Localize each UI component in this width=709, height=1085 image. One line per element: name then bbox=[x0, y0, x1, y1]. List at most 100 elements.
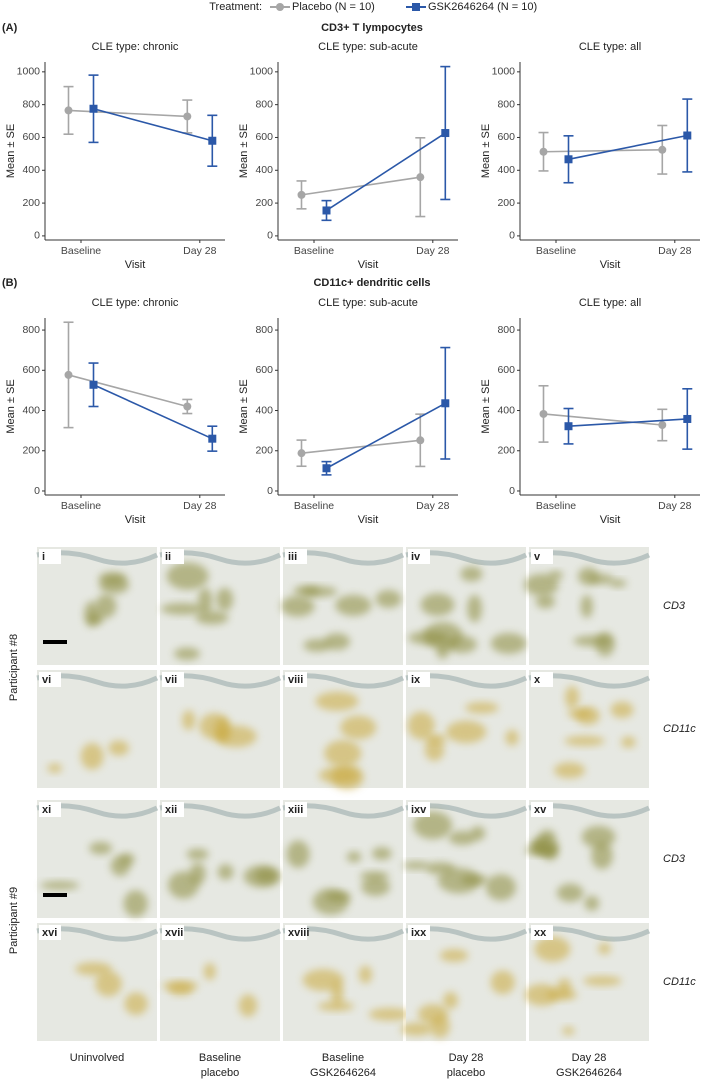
label-box bbox=[408, 925, 430, 940]
micrograph: xi bbox=[36, 800, 159, 918]
y-tick-label: 800 bbox=[497, 324, 515, 336]
stain bbox=[95, 594, 117, 618]
stain bbox=[286, 840, 310, 868]
stain bbox=[195, 610, 229, 625]
stain bbox=[160, 602, 204, 615]
label-box bbox=[408, 802, 430, 817]
stain bbox=[584, 895, 600, 911]
series-line bbox=[543, 148, 663, 153]
y-tick-label: 800 bbox=[255, 98, 273, 110]
x-axis-label: Visit bbox=[600, 514, 621, 526]
stain bbox=[562, 1026, 575, 1036]
panel-label: xiii bbox=[288, 804, 303, 816]
stain bbox=[408, 631, 449, 645]
legend-title: Treatment: bbox=[209, 1, 262, 13]
stain bbox=[124, 992, 148, 1016]
stain bbox=[361, 877, 391, 896]
stain bbox=[324, 740, 362, 767]
y-tick-label: 800 bbox=[255, 324, 273, 336]
label-box bbox=[531, 925, 553, 940]
marker bbox=[683, 414, 692, 423]
y-tick-label: 800 bbox=[22, 98, 40, 110]
marker bbox=[412, 3, 420, 11]
chart-title: CLE type: chronic bbox=[92, 41, 179, 53]
marker bbox=[441, 399, 450, 408]
panel-label: xviii bbox=[288, 927, 309, 939]
series-line bbox=[68, 374, 188, 408]
stain bbox=[346, 851, 362, 863]
stain bbox=[371, 847, 392, 861]
panel-label: vi bbox=[42, 674, 51, 686]
stain bbox=[443, 991, 458, 1009]
panel-label: xvi bbox=[42, 927, 57, 939]
marker bbox=[441, 129, 450, 138]
y-tick-label: 800 bbox=[22, 324, 40, 336]
panel-label: xii bbox=[165, 804, 177, 816]
series-line bbox=[326, 402, 446, 469]
stain bbox=[446, 720, 487, 744]
label-box bbox=[285, 925, 307, 940]
stain bbox=[439, 949, 469, 962]
x-tick-label: Day 28 bbox=[183, 500, 216, 512]
panel-label: xv bbox=[534, 804, 547, 816]
stain-label: CD3 bbox=[663, 600, 686, 612]
y-tick-label: 200 bbox=[497, 197, 515, 209]
x-tick-label: Day 28 bbox=[183, 245, 216, 257]
y-tick-label: 200 bbox=[255, 445, 273, 457]
stain bbox=[189, 862, 206, 885]
stain bbox=[402, 861, 430, 870]
panel-label: ixx bbox=[411, 927, 427, 939]
marker bbox=[297, 449, 306, 458]
participant-label: Participant #8 bbox=[8, 634, 20, 701]
stain bbox=[448, 830, 476, 846]
series-line bbox=[301, 176, 421, 196]
stain bbox=[173, 647, 201, 661]
micrograph: vii bbox=[159, 670, 282, 788]
stain bbox=[591, 842, 613, 870]
y-tick-label: 1000 bbox=[250, 66, 274, 78]
marker bbox=[658, 421, 667, 430]
stain bbox=[340, 715, 377, 740]
label-box bbox=[408, 549, 430, 564]
marker bbox=[183, 112, 192, 121]
y-tick-label: 400 bbox=[22, 404, 40, 416]
marker bbox=[64, 370, 73, 379]
stain bbox=[303, 639, 331, 652]
stain bbox=[162, 980, 199, 991]
stain bbox=[420, 593, 455, 617]
micrograph: i bbox=[36, 547, 159, 665]
y-tick-label: 0 bbox=[509, 485, 515, 497]
series-line bbox=[301, 439, 421, 454]
marker bbox=[297, 190, 306, 199]
x-tick-label: Day 28 bbox=[416, 500, 449, 512]
panel-label: x bbox=[534, 674, 541, 686]
stain bbox=[581, 825, 616, 848]
stain bbox=[95, 971, 122, 997]
stain bbox=[505, 729, 519, 746]
y-tick-label: 600 bbox=[255, 131, 273, 143]
label-box bbox=[162, 549, 184, 564]
micrograph: xviii bbox=[282, 923, 411, 1041]
stain bbox=[565, 685, 580, 709]
label-box bbox=[285, 549, 307, 564]
stain bbox=[400, 1022, 433, 1036]
stain bbox=[47, 763, 63, 773]
stain bbox=[197, 587, 213, 615]
x-tick-label: Baseline bbox=[536, 500, 576, 512]
micrograph: v bbox=[524, 547, 651, 665]
marker bbox=[276, 3, 284, 11]
stain bbox=[331, 764, 364, 790]
stain bbox=[553, 762, 586, 779]
y-tick-label: 0 bbox=[509, 230, 515, 242]
chart: CLE type: all 0 200 400 600 800 Baseline Day 28… bbox=[480, 297, 700, 526]
stain bbox=[324, 891, 352, 902]
stain bbox=[556, 978, 572, 997]
y-tick-label: 400 bbox=[255, 404, 273, 416]
stain bbox=[564, 735, 606, 746]
label-box bbox=[531, 802, 553, 817]
y-axis-label: Mean ± SE bbox=[238, 124, 250, 178]
panel-label: ii bbox=[165, 551, 171, 563]
y-tick-label: 1000 bbox=[492, 66, 516, 78]
x-tick-label: Baseline bbox=[536, 245, 576, 257]
